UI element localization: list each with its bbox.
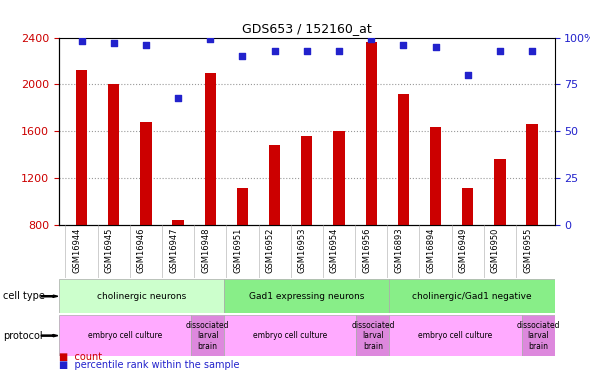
Bar xyxy=(333,131,345,225)
Text: GSM16953: GSM16953 xyxy=(298,228,307,273)
Point xyxy=(335,48,344,54)
Point xyxy=(109,40,119,46)
Point xyxy=(463,72,473,78)
Bar xyxy=(205,73,216,225)
Point xyxy=(302,48,312,54)
Bar xyxy=(462,188,473,225)
Point xyxy=(399,42,408,48)
Text: GSM16955: GSM16955 xyxy=(523,228,532,273)
Text: dissociated
larval
brain: dissociated larval brain xyxy=(351,321,395,351)
Text: GSM16956: GSM16956 xyxy=(362,228,371,273)
Text: cholinergic/Gad1 negative: cholinergic/Gad1 negative xyxy=(412,292,532,301)
Text: cholinergic neurons: cholinergic neurons xyxy=(97,292,186,301)
Point xyxy=(270,48,279,54)
Text: GSM16950: GSM16950 xyxy=(491,228,500,273)
Bar xyxy=(526,124,537,225)
Point xyxy=(77,38,86,44)
Bar xyxy=(140,122,152,225)
Bar xyxy=(301,136,313,225)
Title: GDS653 / 152160_at: GDS653 / 152160_at xyxy=(242,22,372,35)
Bar xyxy=(191,315,224,356)
Text: GSM16947: GSM16947 xyxy=(169,228,178,273)
Text: GSM16954: GSM16954 xyxy=(330,228,339,273)
Bar xyxy=(76,70,87,225)
Text: GSM16951: GSM16951 xyxy=(234,228,242,273)
Bar xyxy=(108,84,119,225)
Text: Gad1 expressing neurons: Gad1 expressing neurons xyxy=(249,292,365,301)
Text: embryo cell culture: embryo cell culture xyxy=(418,331,493,340)
Text: protocol: protocol xyxy=(3,331,42,340)
Text: GSM16945: GSM16945 xyxy=(104,228,114,273)
Text: ■  count: ■ count xyxy=(59,352,102,362)
Text: dissociated
larval
brain: dissociated larval brain xyxy=(186,321,230,351)
Text: GSM16952: GSM16952 xyxy=(266,228,274,273)
Text: ■  percentile rank within the sample: ■ percentile rank within the sample xyxy=(59,360,240,369)
Text: embryo cell culture: embryo cell culture xyxy=(88,331,162,340)
Bar xyxy=(398,94,409,225)
Bar xyxy=(224,279,389,313)
Point xyxy=(173,94,183,100)
Point xyxy=(495,48,504,54)
Bar xyxy=(494,159,506,225)
Text: dissociated
larval
brain: dissociated larval brain xyxy=(516,321,560,351)
Bar xyxy=(59,315,191,356)
Point xyxy=(527,48,537,54)
Bar xyxy=(522,315,555,356)
Text: GSM16944: GSM16944 xyxy=(73,228,81,273)
Bar xyxy=(356,315,389,356)
Bar xyxy=(389,279,555,313)
Bar xyxy=(224,315,356,356)
Point xyxy=(366,36,376,42)
Bar xyxy=(366,42,377,225)
Bar xyxy=(59,279,224,313)
Text: embryo cell culture: embryo cell culture xyxy=(253,331,327,340)
Text: GSM16894: GSM16894 xyxy=(427,228,435,273)
Bar xyxy=(430,127,441,225)
Text: GSM16946: GSM16946 xyxy=(137,228,146,273)
Point xyxy=(431,44,440,50)
Bar xyxy=(172,220,183,225)
Bar xyxy=(389,315,522,356)
Bar xyxy=(269,146,280,225)
Text: GSM16948: GSM16948 xyxy=(201,228,210,273)
Point xyxy=(205,36,215,42)
Point xyxy=(141,42,150,48)
Point xyxy=(238,53,247,59)
Text: GSM16893: GSM16893 xyxy=(394,228,404,273)
Bar xyxy=(237,188,248,225)
Text: cell type: cell type xyxy=(3,291,45,301)
Text: GSM16949: GSM16949 xyxy=(458,228,468,273)
